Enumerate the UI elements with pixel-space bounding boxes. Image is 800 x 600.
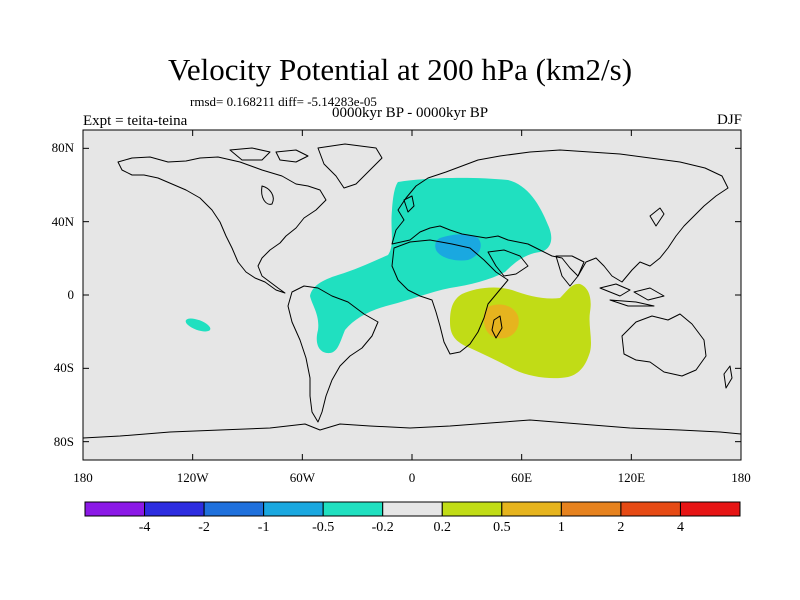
coast-north-america [117, 156, 327, 294]
colorbar-swatch [679, 501, 741, 517]
contour-positive-green [450, 283, 591, 379]
experiment-label: Expt = teita-teina [83, 113, 188, 129]
season-label: DJF [716, 112, 742, 128]
plot-title: Velocity Potential at 200 hPa (km2/s) [167, 52, 633, 87]
colorbar-swatch [84, 501, 146, 517]
colorbar-label: 1 [557, 520, 565, 535]
coast-india [555, 255, 585, 287]
colorbar-label: 0.5 [493, 520, 511, 535]
coast-greenland [317, 143, 383, 189]
coast-antarctica [83, 419, 741, 439]
colorbar-label: -0.5 [312, 520, 335, 535]
coastlines [83, 143, 741, 439]
colorbar-label: 2 [617, 520, 625, 535]
contour-negative-blue [435, 234, 481, 261]
colorbar-swatch [144, 501, 205, 517]
coast-arctic-islands [229, 147, 309, 163]
colorbar-label: -4 [138, 520, 151, 535]
lat-tick-label: 80N [51, 140, 74, 156]
colorbar-label: -0.2 [371, 520, 394, 535]
lon-tick-label: 180 [73, 470, 93, 485]
coast-madagascar [491, 315, 503, 339]
coast-hudson-bay [261, 185, 274, 205]
coast-british-isles [403, 195, 415, 213]
coast-africa [391, 239, 509, 355]
colorbar-swatch [501, 501, 562, 517]
colorbar-swatch [203, 501, 265, 517]
contour-negative-cyan [310, 177, 552, 354]
stats-text: rmsd= 0.168211 diff= -5.14283e-05 [190, 94, 377, 109]
colorbar-swatch [263, 501, 324, 517]
colorbar-label: -1 [257, 520, 270, 535]
colorbar-label: 0.2 [433, 520, 452, 535]
coast-australia [621, 313, 707, 377]
colorbar-swatch [382, 501, 443, 517]
colorbar-label: 4 [676, 520, 684, 535]
colorbar-swatch [441, 501, 503, 517]
coast-new-zealand [723, 365, 733, 389]
lon-tick-label: 60E [511, 470, 533, 485]
lat-tick-label: 80S [53, 433, 74, 449]
coast-japan [649, 207, 665, 227]
lat-tick-label: 40S [53, 360, 74, 376]
lon-tick-label: 120W [176, 470, 209, 485]
lon-tick-label: 0 [408, 470, 416, 485]
lon-tick-label: 60W [289, 470, 315, 485]
lat-tick-label: 0 [67, 287, 75, 302]
coast-indonesia [599, 283, 665, 307]
axis-ticks [82, 130, 742, 460]
colorbar [84, 501, 741, 517]
lon-tick-label: 180 [731, 470, 751, 485]
colorbar-swatch [620, 501, 681, 517]
colorbar-swatch [322, 501, 384, 517]
contour-negative-pacific [185, 318, 211, 332]
coast-arabia [487, 249, 529, 277]
colorbar-swatch [560, 501, 622, 517]
lat-tick-label: 40N [51, 213, 74, 229]
coast-south-america [287, 285, 379, 423]
coast-eurasia [391, 149, 729, 283]
colorbar-label: -2 [198, 520, 210, 535]
period-text: 0000kyr BP - 0000kyr BP [331, 105, 489, 121]
lon-tick-label: 120E [617, 470, 646, 485]
